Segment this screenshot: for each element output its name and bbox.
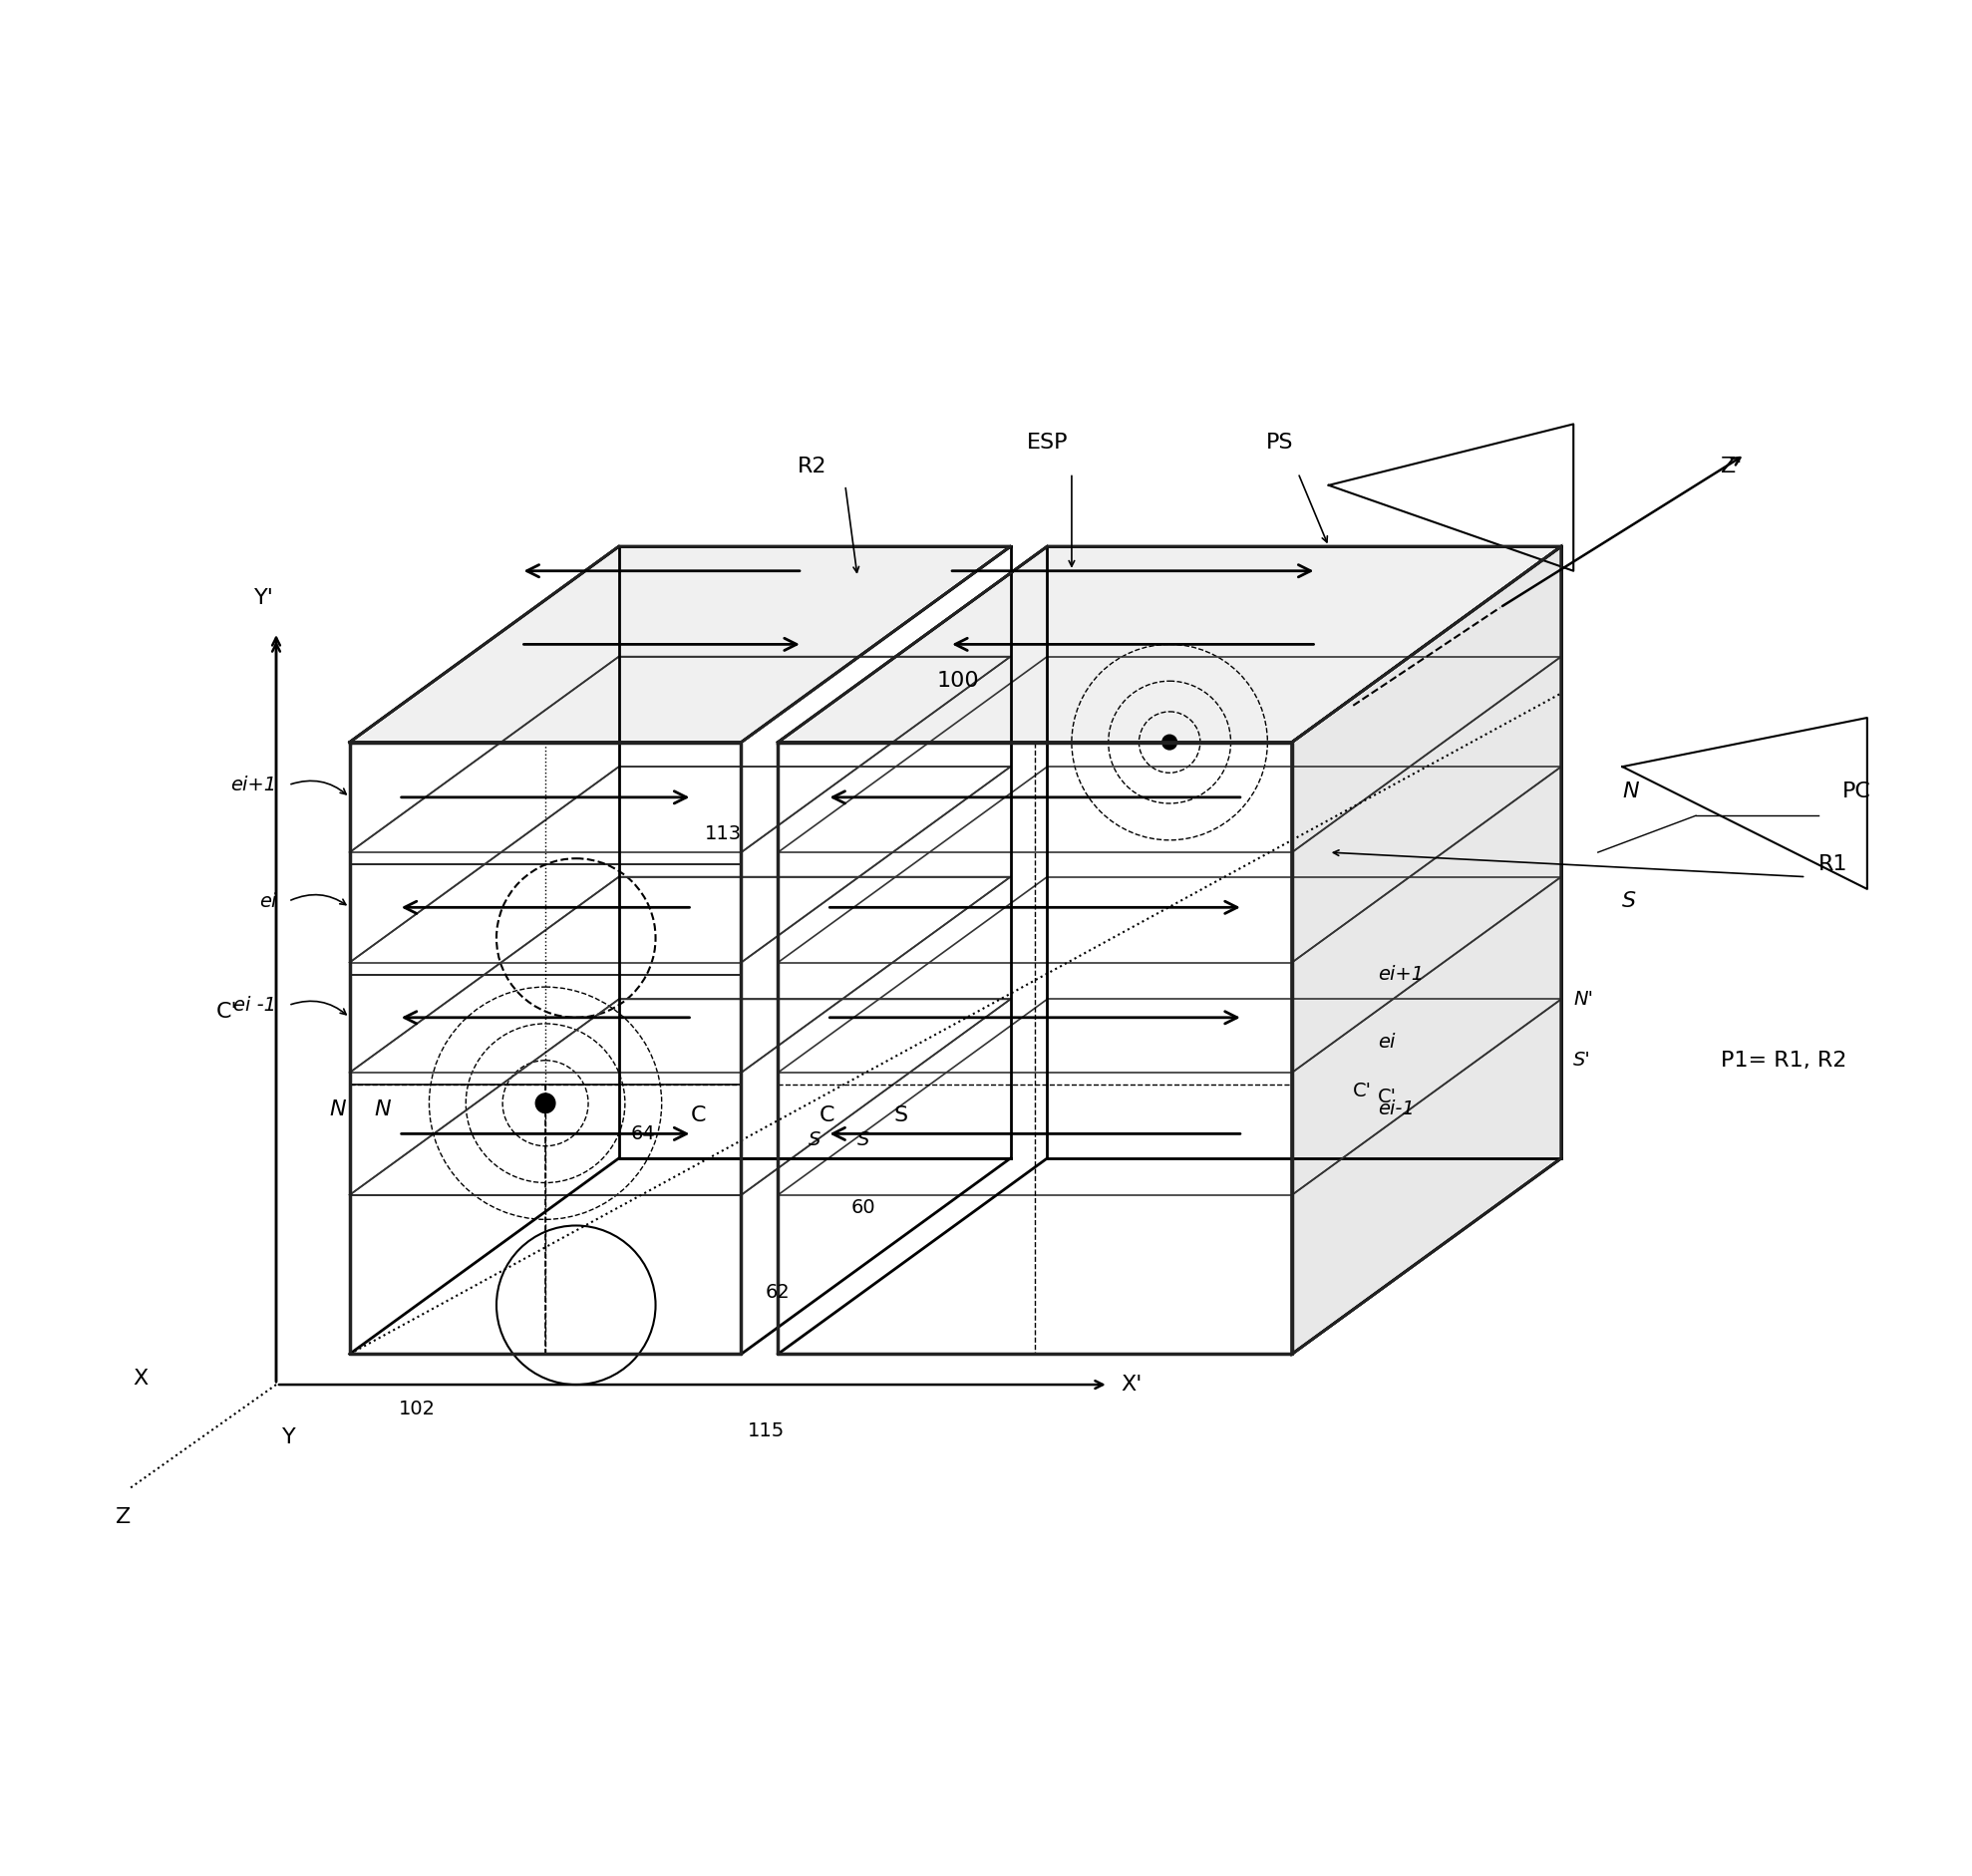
Polygon shape bbox=[1292, 546, 1562, 1354]
Text: C: C bbox=[690, 1105, 706, 1126]
Text: 113: 113 bbox=[704, 825, 741, 844]
Text: C': C' bbox=[217, 1002, 239, 1021]
Text: S: S bbox=[809, 1131, 820, 1150]
Polygon shape bbox=[349, 546, 1010, 743]
Text: C: C bbox=[818, 1105, 834, 1126]
Text: ei: ei bbox=[1378, 1032, 1394, 1051]
Text: ei+1: ei+1 bbox=[231, 775, 276, 795]
Polygon shape bbox=[777, 546, 1562, 743]
Text: N: N bbox=[329, 1099, 345, 1120]
Text: 60: 60 bbox=[852, 1197, 876, 1218]
Text: 102: 102 bbox=[398, 1399, 436, 1418]
Text: S: S bbox=[1623, 891, 1637, 912]
Text: ei+1: ei+1 bbox=[1378, 966, 1424, 985]
Text: ei -1: ei -1 bbox=[233, 996, 276, 1015]
Text: N: N bbox=[375, 1099, 390, 1120]
Text: X': X' bbox=[1120, 1375, 1142, 1394]
Text: Z: Z bbox=[116, 1506, 130, 1527]
Text: 100: 100 bbox=[937, 672, 980, 690]
Text: X: X bbox=[132, 1369, 148, 1388]
Text: N: N bbox=[1623, 780, 1639, 801]
Text: R2: R2 bbox=[797, 458, 826, 477]
Text: 64: 64 bbox=[631, 1124, 655, 1142]
Text: R1: R1 bbox=[1818, 855, 1848, 874]
Text: 115: 115 bbox=[747, 1422, 785, 1441]
Text: Y: Y bbox=[282, 1428, 296, 1448]
Text: PC: PC bbox=[1842, 780, 1871, 801]
Text: N': N' bbox=[1574, 991, 1593, 1009]
Text: C': C' bbox=[1378, 1088, 1396, 1107]
Text: Z': Z' bbox=[1720, 458, 1741, 477]
Text: ESP: ESP bbox=[1027, 433, 1069, 452]
Circle shape bbox=[536, 1094, 556, 1112]
Text: ei: ei bbox=[258, 891, 276, 910]
Text: 62: 62 bbox=[765, 1283, 791, 1302]
Text: S': S' bbox=[1574, 1051, 1591, 1069]
Circle shape bbox=[1162, 735, 1177, 750]
Text: C': C' bbox=[1353, 1081, 1373, 1101]
Text: S: S bbox=[893, 1105, 907, 1126]
Text: PS: PS bbox=[1266, 433, 1294, 452]
Text: ei-1: ei-1 bbox=[1378, 1099, 1414, 1118]
Text: S: S bbox=[858, 1131, 870, 1150]
Text: Y': Y' bbox=[254, 587, 274, 608]
Text: P1= R1, R2: P1= R1, R2 bbox=[1720, 1051, 1846, 1071]
